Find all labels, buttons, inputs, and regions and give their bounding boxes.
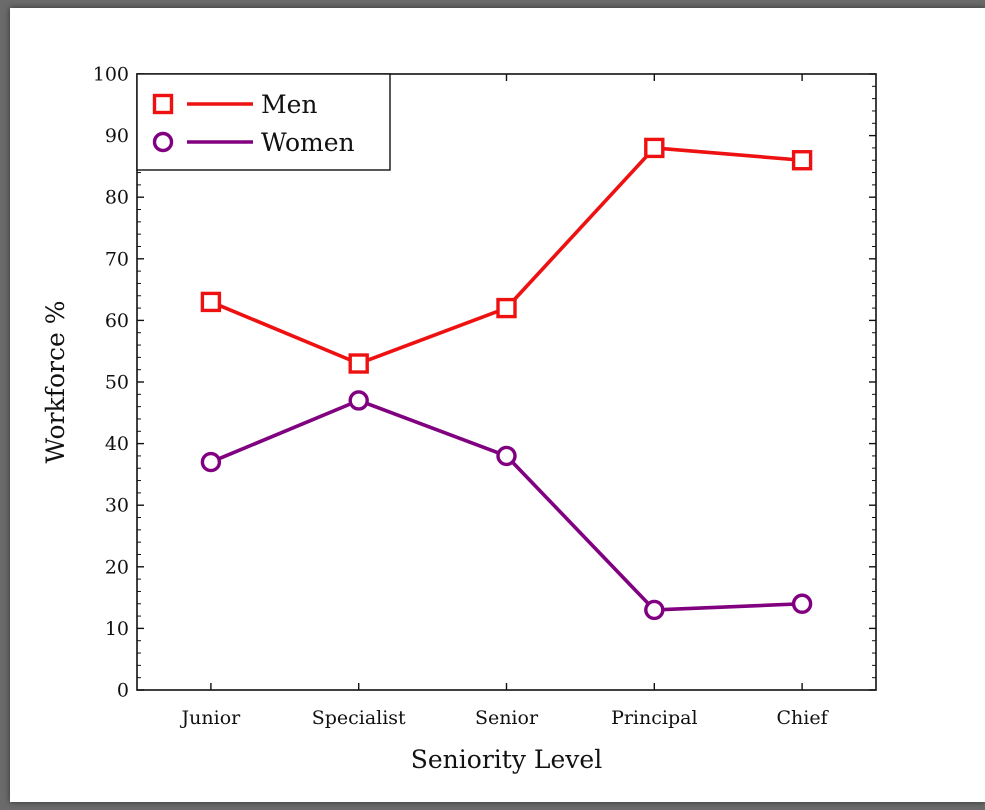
legend-marker-men (152, 93, 174, 115)
y-tick-label: 30 (105, 495, 129, 517)
x-tick-label: Senior (475, 707, 539, 729)
y-tick-label: 60 (105, 310, 129, 332)
series-women (200, 390, 813, 621)
data-point-women (791, 593, 813, 614)
x-tick-label: Junior (180, 707, 242, 729)
figure-frame: 0 10 20 30 40 50 60 70 80 90 100 Junior Specialist Se… (10, 8, 985, 802)
plot-border (136, 73, 877, 691)
legend-label-men: Men (261, 90, 318, 119)
data-point-men (791, 150, 813, 171)
y-axis-title: Workforce % (41, 301, 70, 464)
x-tick-label: Principal (611, 707, 697, 729)
data-point-men (200, 291, 222, 313)
y-tick-label: 100 (93, 64, 129, 86)
y-tick-label: 40 (105, 433, 129, 455)
legend-marker-women (152, 131, 174, 153)
legend-label-women: Women (261, 128, 355, 157)
plot-area (137, 74, 876, 690)
series-men (200, 137, 813, 374)
y-tick-label: 0 (117, 680, 129, 702)
data-point-women (200, 451, 222, 473)
data-point-women (644, 599, 665, 621)
x-tick-label: Chief (777, 707, 830, 729)
data-point-men (496, 297, 517, 319)
data-point-men (644, 137, 665, 159)
x-tick-label: Specialist (312, 707, 406, 729)
data-point-women (496, 445, 517, 467)
y-tick-label: 70 (105, 248, 129, 270)
y-tick-label: 90 (105, 125, 129, 147)
x-axis-title: Seniority Level (411, 745, 602, 774)
data-point-men (348, 353, 369, 374)
data-point-women (348, 390, 369, 411)
legend: Men Women (136, 73, 391, 171)
y-tick-label: 10 (105, 618, 129, 640)
y-tick-label: 50 (105, 372, 129, 394)
legend-box (136, 73, 391, 171)
y-tick-label: 20 (105, 556, 129, 578)
y-tick-label: 80 (105, 187, 129, 209)
